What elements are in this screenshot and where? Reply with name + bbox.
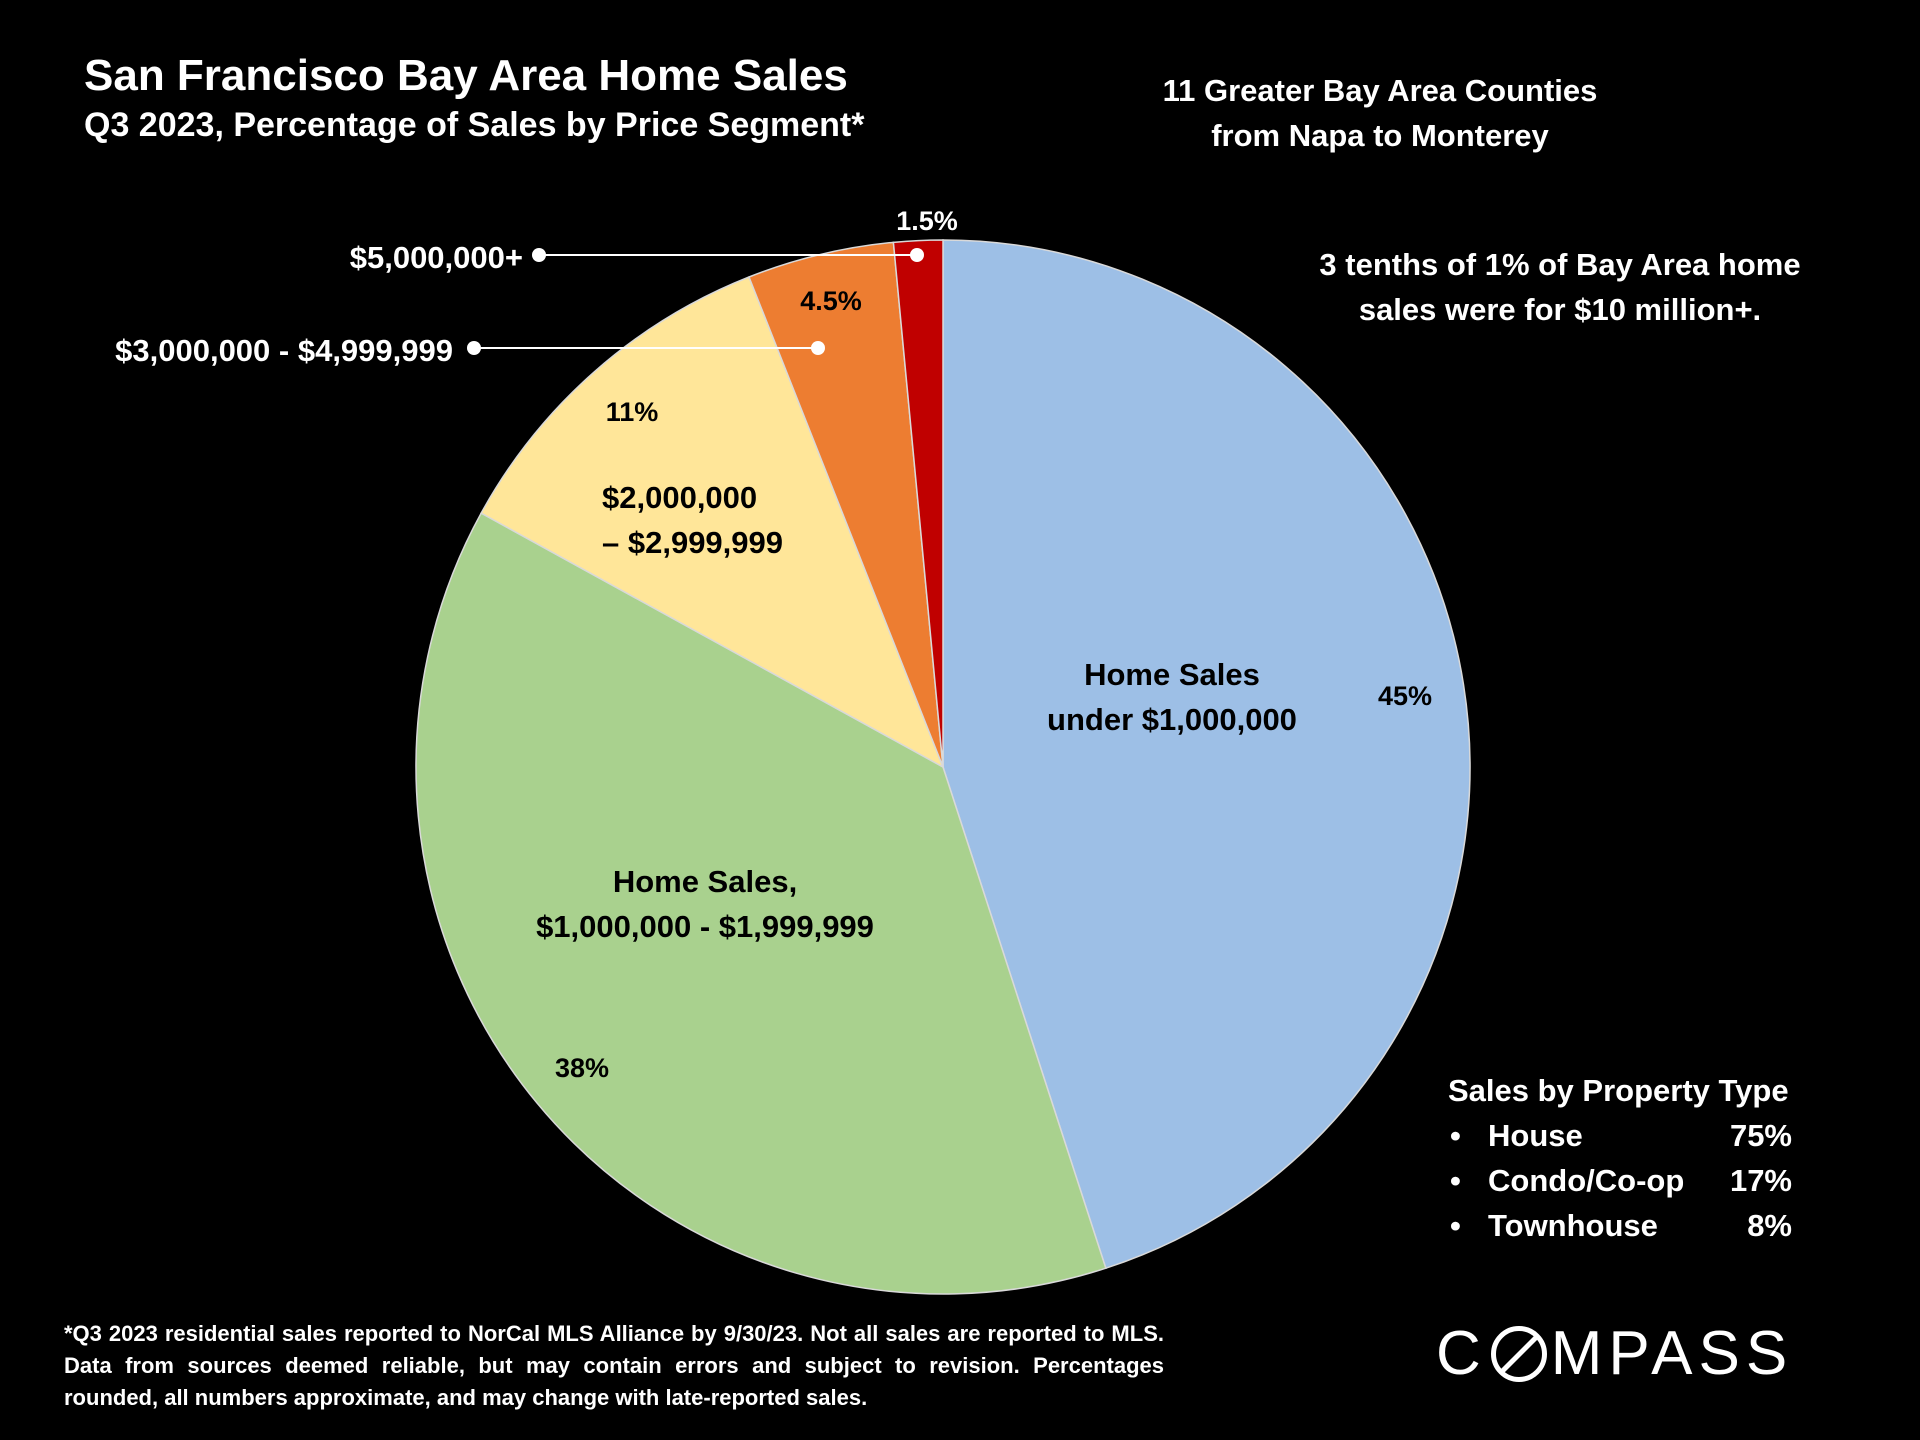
logo-text-right: MPASS <box>1550 1319 1794 1388</box>
property-value: 8% <box>1747 1208 1792 1243</box>
footnote: *Q3 2023 residential sales reported to N… <box>64 1321 1164 1410</box>
chart-subtitle: Q3 2023, Percentage of Sales by Price Se… <box>84 106 865 144</box>
callout-dot-4-0 <box>910 248 924 262</box>
property-name: House <box>1488 1118 1583 1153</box>
slice-label-0: Home Sales under $1,000,000 <box>1047 657 1297 737</box>
region-note: 11 Greater Bay Area Counties from Napa t… <box>1100 68 1660 158</box>
slice-value-label-4: 1.5% <box>896 206 958 236</box>
property-value: 17% <box>1729 1163 1792 1198</box>
property-type-box: Sales by Property Type • House 75% • Con… <box>1448 1068 1792 1248</box>
compass-logo: C MPASS <box>1436 1318 1793 1389</box>
region-note-line-2: from Napa to Monterey <box>1211 118 1549 153</box>
slice-label-1: Home Sales, $1,000,000 - $1,999,999 <box>536 864 874 944</box>
slice-label-2: $2,000,000– $2,999,999 <box>602 480 783 560</box>
bullet-icon: • <box>1450 1208 1461 1243</box>
compass-o-icon <box>1490 1325 1547 1382</box>
slice-value-label-0: 45% <box>1378 681 1432 711</box>
property-value: 75% <box>1729 1118 1792 1153</box>
property-row-condo: • Condo/Co-op 17% <box>1448 1158 1792 1203</box>
property-row-house: • House 75% <box>1448 1113 1792 1158</box>
region-note-line-1: 11 Greater Bay Area Counties <box>1162 73 1598 108</box>
pie-slice-2 <box>480 276 945 769</box>
property-row-townhouse: • Townhouse 8% <box>1448 1203 1792 1248</box>
property-name: Townhouse <box>1488 1208 1658 1243</box>
callout-dot-3-0 <box>811 341 825 355</box>
annotation-line-2: sales were for $10 million+. <box>1358 292 1762 327</box>
pie-slice-1 <box>415 512 1107 1295</box>
slice-label-4: $5,000,000+ <box>350 240 523 275</box>
bullet-icon: • <box>1450 1118 1461 1153</box>
chart-title: San Francisco Bay Area Home Sales <box>84 51 848 100</box>
annotation-note: 3 tenths of 1% of Bay Area home sales we… <box>1280 242 1840 332</box>
slice-value-label-2: 11% <box>606 397 659 427</box>
callout-dot-3-1 <box>467 341 481 355</box>
property-type-heading: Sales by Property Type <box>1448 1073 1789 1108</box>
bullet-icon: • <box>1450 1163 1461 1198</box>
callout-dot-4-1 <box>532 248 546 262</box>
logo-text-left: C <box>1436 1319 1487 1388</box>
pie-slice-0 <box>942 239 1471 1270</box>
slice-value-label-1: 38% <box>555 1053 609 1083</box>
slice-value-label-3: 4.5% <box>800 286 862 316</box>
pie-slice-4 <box>892 239 944 768</box>
annotation-line-1: 3 tenths of 1% of Bay Area home <box>1319 247 1801 282</box>
slice-label-3: $3,000,000 - $4,999,999 <box>115 333 453 368</box>
property-name: Condo/Co-op <box>1488 1163 1685 1198</box>
